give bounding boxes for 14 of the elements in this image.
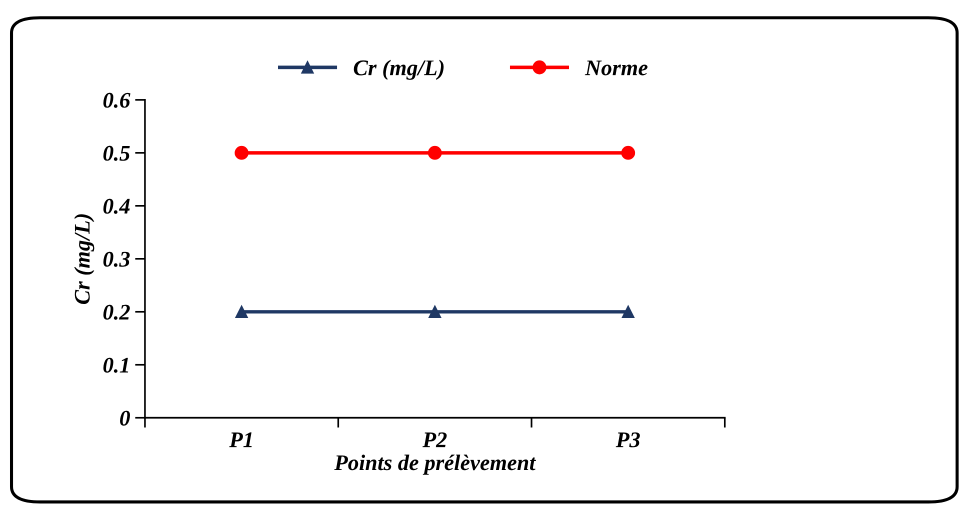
x-tick-label: P2 <box>422 432 447 448</box>
y-tick-label: 0.6 <box>103 92 130 108</box>
x-axis-title: Points de prélèvement <box>334 454 536 475</box>
y-tick-label: 0.5 <box>103 146 130 161</box>
legend-label: Norme <box>584 60 648 76</box>
y-tick-label: 0.1 <box>103 358 128 373</box>
y-tick-label: 0.3 <box>103 252 130 267</box>
y-tick-label: 0.4 <box>103 198 130 214</box>
y-tick-label: 0.2 <box>103 304 130 320</box>
y-tick-label: 0 <box>120 410 130 426</box>
x-tick-label: P3 <box>616 432 640 448</box>
x-tick-label: P1 <box>229 432 252 448</box>
legend-label: Cr (mg/L) <box>354 60 444 80</box>
y-axis-title: Cr (mg/L) <box>74 214 94 304</box>
